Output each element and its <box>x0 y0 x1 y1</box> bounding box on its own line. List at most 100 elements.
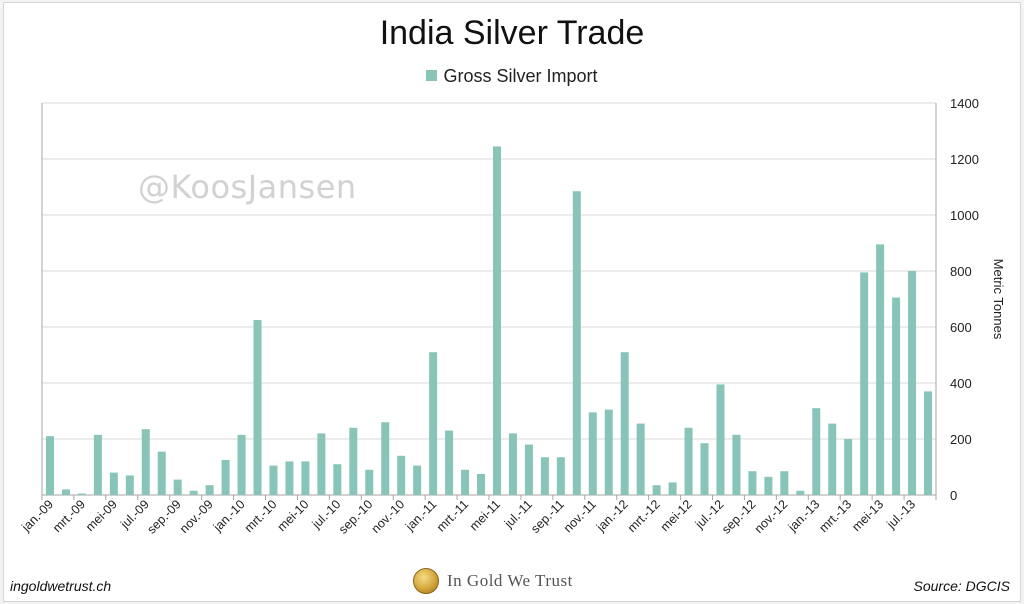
y-tick-label: 1200 <box>950 152 979 167</box>
y-tick-label: 400 <box>950 376 972 391</box>
x-tick-label: nov.-10 <box>369 497 408 536</box>
bar <box>365 469 374 495</box>
bar <box>524 444 533 495</box>
x-tick-label: jan.-13 <box>785 497 823 535</box>
watermark: @KoosJansen <box>138 168 357 206</box>
x-tick-label: mei-10 <box>275 497 312 534</box>
bar <box>508 433 517 495</box>
bar <box>620 352 629 495</box>
bar <box>477 474 486 495</box>
bar <box>732 434 741 495</box>
bar <box>237 434 246 495</box>
brand-logo: In Gold We Trust <box>413 568 573 594</box>
bar <box>317 433 326 495</box>
bar <box>892 297 901 495</box>
bar <box>716 384 725 495</box>
y-tick-label: 1400 <box>950 96 979 111</box>
x-tick-label: mrt.-10 <box>242 497 280 535</box>
bar <box>700 443 709 495</box>
bar <box>588 412 597 495</box>
bar <box>636 423 645 495</box>
legend: Gross Silver Import <box>0 66 1024 87</box>
bar <box>844 439 853 495</box>
bar <box>748 471 757 495</box>
bar <box>173 479 182 495</box>
bar <box>764 476 773 495</box>
y-tick-label: 0 <box>950 488 957 503</box>
bar <box>189 490 198 495</box>
x-tick-label: nov.-12 <box>752 497 791 536</box>
x-tick-label: sep.-12 <box>719 497 758 536</box>
bar <box>77 493 86 495</box>
y-tick-label: 200 <box>950 432 972 447</box>
bar <box>413 465 422 495</box>
y-tick-label: 600 <box>950 320 972 335</box>
bar <box>125 475 134 495</box>
bar <box>652 485 661 495</box>
x-tick-label: jan.-11 <box>402 497 439 534</box>
brand-name: In Gold We Trust <box>447 571 573 590</box>
bar <box>397 455 406 495</box>
x-tick-label: jan.-10 <box>210 497 248 535</box>
bar <box>780 471 789 495</box>
site-url: ingoldwetrust.ch <box>10 578 112 594</box>
bar <box>860 272 869 495</box>
bar <box>253 320 262 495</box>
x-tick-label: mei-09 <box>83 497 120 534</box>
y-tick-label: 800 <box>950 264 972 279</box>
x-tick-label: mrt.-11 <box>434 497 471 534</box>
x-tick-label: sep.-11 <box>528 497 567 536</box>
bar <box>668 482 677 495</box>
bar <box>109 472 118 495</box>
bar <box>908 271 917 495</box>
x-tick-label: jan.-09 <box>18 497 56 535</box>
bar <box>924 391 933 495</box>
bar <box>796 490 805 495</box>
bar <box>540 457 549 495</box>
x-tick-label: sep.-09 <box>144 497 183 536</box>
x-tick-label: mei-12 <box>658 497 695 534</box>
x-tick-label: mrt.-12 <box>625 497 663 535</box>
source-note: Source: DGCIS <box>913 578 1010 594</box>
x-tick-label: mei-11 <box>467 497 503 533</box>
x-tick-label: jan.-12 <box>593 497 631 535</box>
chart-title: India Silver Trade <box>379 14 645 52</box>
bar <box>205 485 214 495</box>
chart-card <box>3 2 1021 602</box>
gold-coin-icon <box>413 568 439 594</box>
bar <box>492 146 501 495</box>
x-tick-label: mei-13 <box>849 497 886 534</box>
bar <box>45 436 54 495</box>
x-tick-label: jul.-13 <box>883 497 918 532</box>
bar <box>556 457 565 495</box>
bar <box>61 489 70 495</box>
bar <box>381 422 390 495</box>
bar <box>349 427 358 495</box>
bar <box>157 451 166 495</box>
bar <box>828 423 837 495</box>
y-axis-title: Metric Tonnes <box>991 259 1006 340</box>
x-tick-label: nov.-09 <box>177 497 216 536</box>
bar <box>333 464 342 495</box>
bar <box>445 430 454 495</box>
bar <box>301 461 310 495</box>
bar <box>604 409 613 495</box>
bar <box>572 191 581 495</box>
y-tick-label: 1000 <box>950 208 979 223</box>
bar <box>429 352 438 495</box>
legend-label: Gross Silver Import <box>443 66 598 86</box>
bar <box>141 429 150 495</box>
x-tick-label: nov.-11 <box>561 497 599 535</box>
bar <box>684 427 693 495</box>
x-tick-label: sep.-10 <box>336 497 375 536</box>
bar <box>221 460 230 495</box>
x-tick-label: mrt.-09 <box>50 497 88 535</box>
bar <box>285 461 294 495</box>
legend-swatch <box>426 70 438 81</box>
bar <box>269 465 278 495</box>
bar <box>93 434 102 495</box>
bar <box>812 408 821 495</box>
bar <box>461 469 470 495</box>
